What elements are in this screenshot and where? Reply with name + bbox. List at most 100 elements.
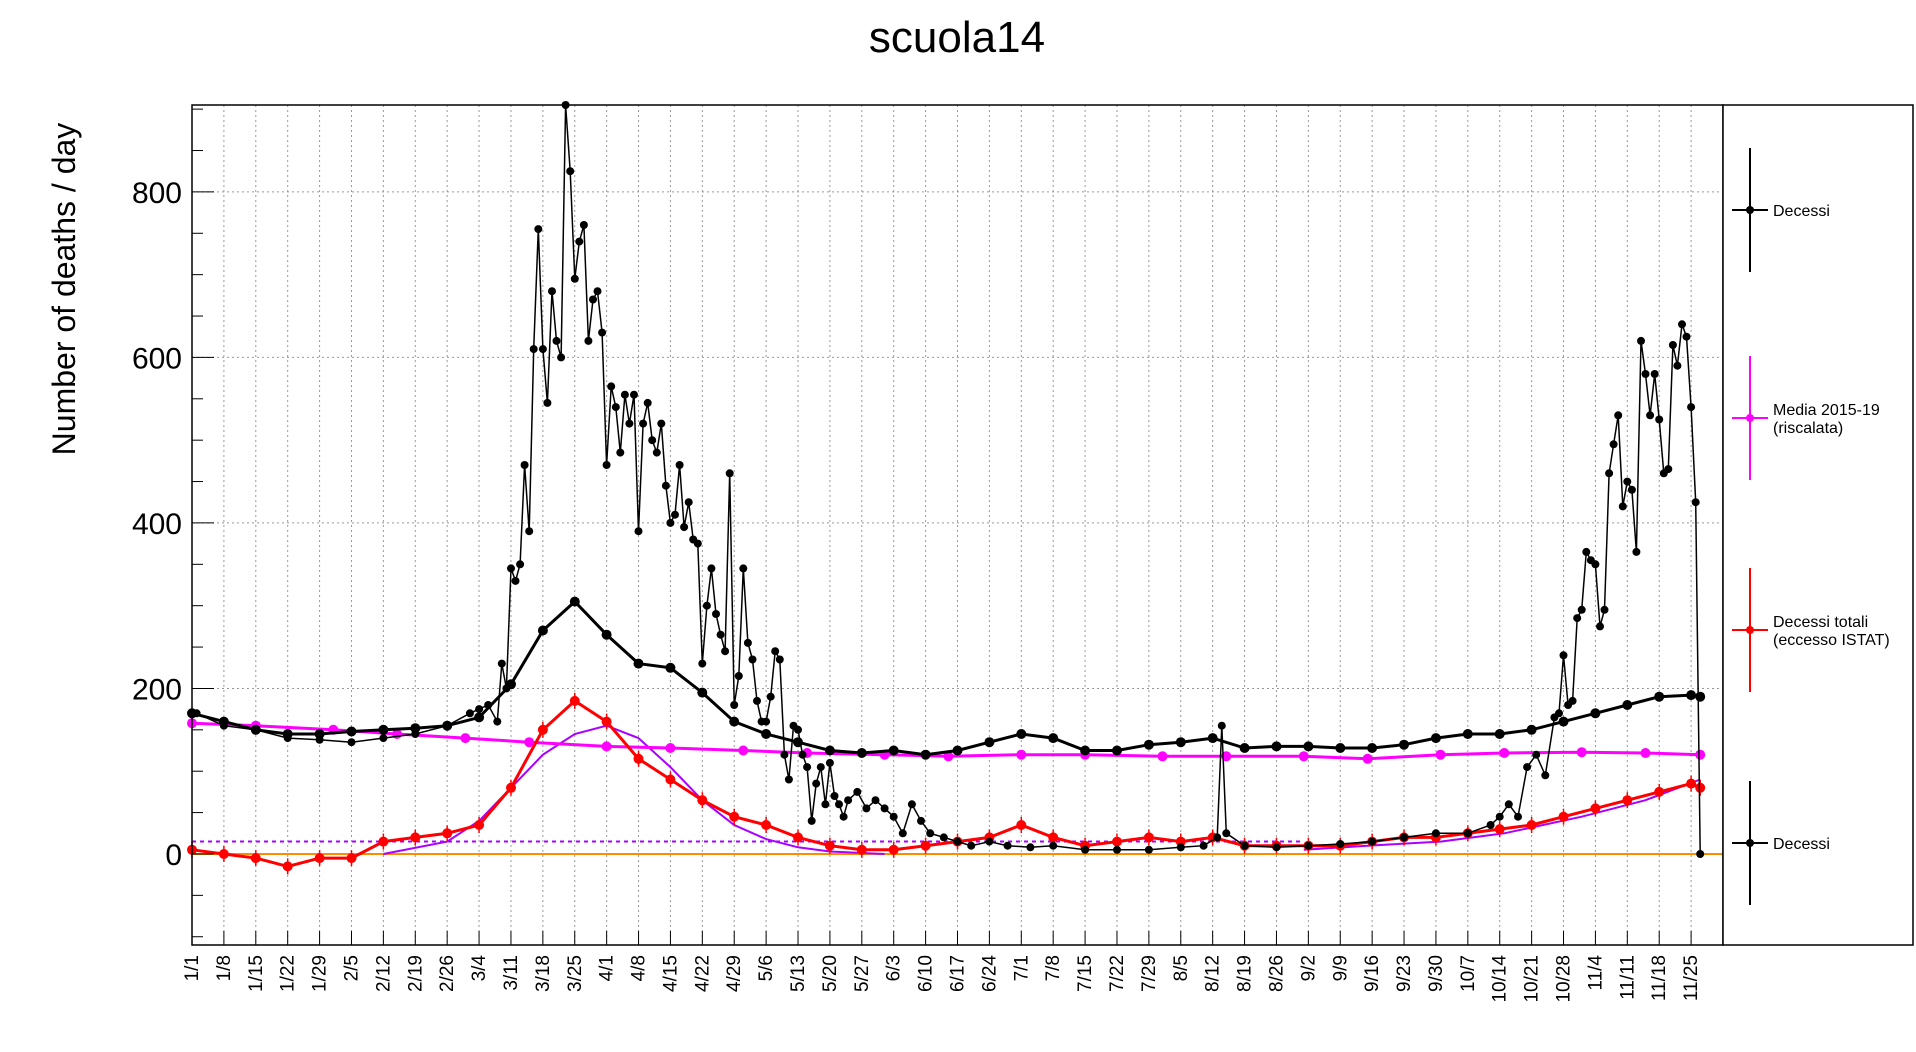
x-tick-label: 8/5 <box>1171 955 1192 981</box>
y-tick-label: 600 <box>132 342 182 375</box>
x-tick-label: 4/29 <box>724 955 745 992</box>
data-point <box>569 695 580 706</box>
data-point <box>570 274 579 283</box>
series-decessi <box>192 101 1705 858</box>
data-point <box>721 647 730 656</box>
data-point <box>1609 440 1618 449</box>
legend-entry: Decessi <box>1732 148 1830 272</box>
legend-box <box>1722 104 1914 946</box>
x-tick-label: 1/22 <box>278 955 299 992</box>
data-point <box>1175 737 1186 748</box>
legend-entry: Media 2015-19(riscalata) <box>1732 356 1880 480</box>
x-ticks: 1/1 1/8 1/15 1/22 1/29 2/5 2/12 2/19 2/26 3/4 3/11… <box>182 931 1702 1003</box>
data-point <box>493 717 502 726</box>
y-axis-label: Number of deaths / day <box>46 123 82 456</box>
data-point <box>830 792 839 800</box>
data-point <box>282 861 293 872</box>
data-point <box>1605 469 1614 478</box>
data-point <box>1637 336 1645 345</box>
x-tick-label: 7/8 <box>1043 955 1064 981</box>
data-point <box>548 287 556 296</box>
data-point <box>1336 840 1345 848</box>
data-point <box>693 539 702 548</box>
data-point <box>652 448 661 457</box>
data-point <box>839 812 848 821</box>
data-point <box>1696 850 1705 858</box>
data-point <box>1682 332 1691 341</box>
data-point <box>579 221 588 229</box>
data-point <box>762 717 771 726</box>
data-point <box>525 527 534 536</box>
data-point <box>474 712 485 723</box>
data-point <box>917 816 925 825</box>
data-point <box>379 734 388 743</box>
data-point <box>601 716 612 727</box>
x-tick-label: 11/11 <box>1617 955 1638 1000</box>
model-curves <box>383 724 1701 855</box>
data-point <box>793 832 803 843</box>
data-point <box>1668 341 1677 349</box>
data-point <box>766 692 775 701</box>
data-point <box>1240 841 1249 850</box>
legend-label: Decessi <box>1773 836 1830 853</box>
data-point <box>1695 691 1706 702</box>
x-tick-label: 4/22 <box>692 955 713 992</box>
data-point <box>593 287 602 296</box>
data-point <box>920 749 931 760</box>
data-point <box>1577 605 1586 614</box>
data-point <box>1494 729 1505 739</box>
data-point <box>697 687 708 698</box>
data-point <box>1596 622 1604 631</box>
data-point <box>844 796 853 805</box>
x-tick-label: 8/19 <box>1235 955 1256 992</box>
data-point <box>812 779 821 788</box>
data-point <box>538 345 547 354</box>
data-point <box>1568 696 1577 705</box>
x-tick-label: 11/18 <box>1649 955 1670 1001</box>
x-tick-label: 3/11 <box>501 955 522 991</box>
data-point <box>1486 821 1495 829</box>
data-point <box>584 336 593 345</box>
data-point <box>1435 749 1446 760</box>
data-point <box>616 448 625 457</box>
data-point <box>1016 729 1027 739</box>
data-point <box>825 758 834 767</box>
x-tick-label: 5/20 <box>820 955 841 992</box>
data-point <box>598 328 607 337</box>
data-point <box>671 510 679 519</box>
data-point <box>1523 763 1532 772</box>
data-point <box>575 237 584 246</box>
data-point <box>1217 721 1226 730</box>
data-point <box>1555 709 1563 718</box>
legend-marker <box>1746 206 1754 214</box>
data-point <box>856 748 867 758</box>
x-tick-label: 8/12 <box>1203 955 1224 992</box>
data-point <box>1650 370 1659 378</box>
data-point <box>1655 415 1664 424</box>
data-point <box>511 576 520 585</box>
data-point <box>730 701 739 709</box>
data-point <box>1048 832 1059 843</box>
data-point <box>680 523 689 532</box>
data-point <box>347 738 356 747</box>
data-point <box>1640 748 1651 758</box>
data-point <box>657 419 666 428</box>
data-point <box>1303 741 1314 752</box>
data-point <box>1003 841 1012 850</box>
chart-title: scuola14 <box>869 13 1045 62</box>
data-point <box>1646 411 1655 420</box>
data-point <box>1157 751 1168 762</box>
data-point <box>824 745 835 756</box>
data-point <box>1431 829 1440 838</box>
data-point <box>1272 843 1281 852</box>
data-point <box>952 745 963 756</box>
data-point <box>1048 733 1059 744</box>
y-tick-label: 800 <box>132 177 182 210</box>
data-point <box>1213 833 1222 842</box>
data-point <box>1654 691 1665 702</box>
data-point <box>1622 795 1633 806</box>
legend-label: (eccesso ISTAT) <box>1773 632 1890 649</box>
data-point <box>1673 361 1682 370</box>
data-point <box>943 751 954 762</box>
data-point <box>620 390 629 399</box>
